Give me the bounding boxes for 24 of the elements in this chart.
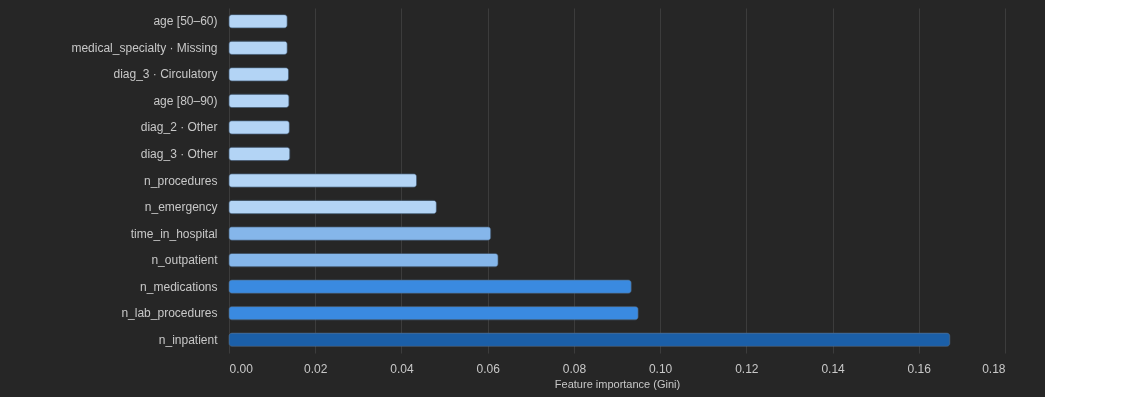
x-tick-label: 0.10 bbox=[648, 361, 673, 376]
x-tick-label: 0.08 bbox=[562, 361, 587, 376]
y-tick-label: time_in_hospital bbox=[130, 226, 218, 241]
x-tick-label: 0.06 bbox=[476, 361, 501, 376]
x-axis-title: Feature importance (Gini) bbox=[554, 377, 681, 390]
x-tick-label: 0.18 bbox=[982, 361, 1006, 376]
y-tick-label: diag_3 · Circulatory bbox=[113, 67, 218, 82]
y-tick-label: diag_3 · Other bbox=[140, 146, 218, 161]
x-tick-label: 0.02 bbox=[304, 361, 328, 376]
y-tick-label: n_inpatient bbox=[158, 332, 219, 347]
x-tick-label: 0.14 bbox=[821, 361, 846, 376]
y-tick-label: n_medications bbox=[140, 279, 218, 294]
y-tick-label: age [50–60) bbox=[153, 14, 218, 29]
y-tick-label: age [80–90) bbox=[153, 93, 218, 108]
x-tick-label: 0.00 bbox=[229, 361, 254, 376]
x-tick-label: 0.16 bbox=[907, 361, 932, 376]
x-tick-label: 0.04 bbox=[390, 361, 414, 376]
y-tick-label: medical_specialty · Missing bbox=[71, 40, 218, 55]
y-tick-label: diag_2 · Other bbox=[140, 120, 218, 135]
x-tick-label: 0.12 bbox=[735, 361, 759, 376]
y-tick-label: n_lab_procedures bbox=[121, 306, 218, 321]
y-tick-label: n_emergency bbox=[144, 200, 218, 215]
y-tick-label: n_outpatient bbox=[151, 253, 219, 268]
y-tick-label: n_procedures bbox=[144, 173, 218, 188]
